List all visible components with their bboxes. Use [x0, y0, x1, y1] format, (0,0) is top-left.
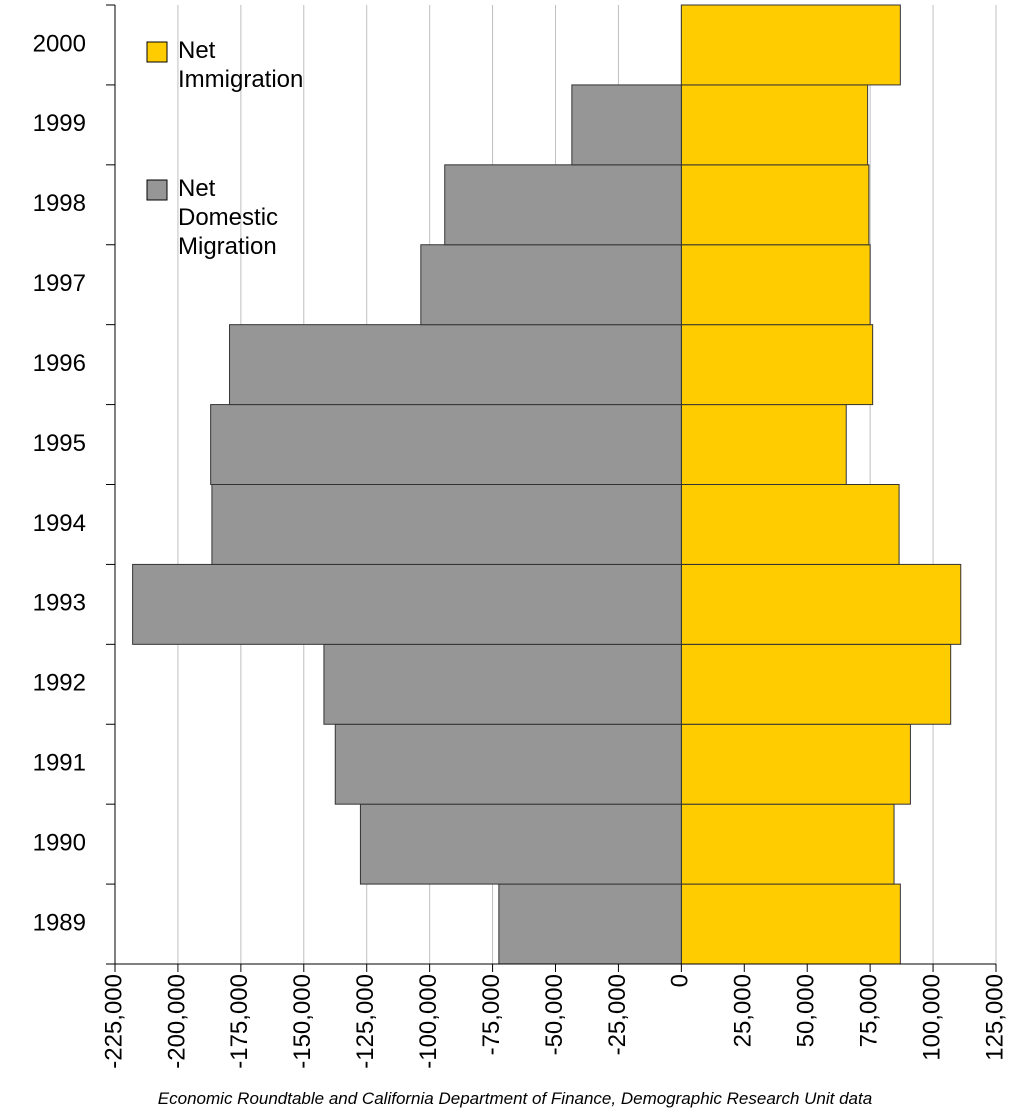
bar	[680, 883, 901, 965]
bar	[680, 84, 869, 166]
x-tick-label: 0	[667, 974, 694, 987]
x-tick-label: -125,000	[352, 974, 379, 1069]
y-tick-label: 1993	[33, 590, 86, 617]
bar	[680, 723, 911, 805]
source-note: Economic Roundtable and California Depar…	[158, 1089, 872, 1108]
x-tick-label: -175,000	[226, 974, 253, 1069]
y-tick-label: 2000	[33, 30, 86, 57]
bar	[680, 244, 871, 326]
y-tick-label: 1990	[33, 829, 86, 856]
bar	[211, 484, 682, 565]
legend-entry: Net Immigration	[178, 37, 304, 93]
bar	[680, 404, 847, 486]
y-tick-label: 1994	[33, 510, 86, 537]
x-tick-label: -75,000	[478, 974, 505, 1055]
x-tick-label: -100,000	[415, 974, 442, 1069]
bar	[680, 563, 962, 645]
x-tick-label: 25,000	[730, 974, 757, 1047]
bar	[359, 803, 682, 885]
bar	[571, 84, 682, 166]
y-tick-label: 1995	[33, 430, 86, 457]
legend-entry: Net Domestic Migration	[178, 175, 279, 260]
bar	[334, 723, 682, 805]
bar	[680, 803, 895, 885]
y-tick-label: 1999	[33, 110, 86, 137]
legend-label: Net Domestic Migration	[178, 175, 279, 260]
y-tick-label: 1998	[33, 190, 86, 217]
legend-swatch	[146, 41, 168, 63]
y-tick-label: 1997	[33, 270, 86, 297]
y-tick-label: 1991	[33, 750, 86, 777]
bar	[680, 164, 870, 246]
legend-swatch	[146, 179, 168, 201]
bar	[680, 484, 900, 565]
bar	[444, 164, 682, 246]
y-tick-label: 1992	[33, 670, 86, 697]
bar	[132, 563, 682, 645]
x-tick-label: -200,000	[163, 974, 190, 1069]
x-tick-label: -50,000	[541, 974, 568, 1055]
x-tick-label: -150,000	[289, 974, 316, 1069]
bar	[680, 4, 901, 86]
bar	[229, 324, 682, 406]
x-tick-label: 75,000	[855, 974, 882, 1047]
y-tick-label: 1989	[33, 909, 86, 936]
bar	[680, 643, 952, 725]
bar	[498, 883, 682, 965]
y-tick-label: 1996	[33, 350, 86, 377]
x-tick-label: -225,000	[100, 974, 127, 1069]
bar	[420, 244, 682, 326]
x-tick-label: 100,000	[918, 974, 945, 1061]
bar	[323, 643, 682, 725]
x-tick-label: 125,000	[981, 974, 1008, 1061]
x-tick-label: -25,000	[604, 974, 631, 1055]
legend-label: Net Immigration	[178, 37, 304, 93]
x-tick-label: 50,000	[793, 974, 820, 1047]
bar	[680, 324, 874, 406]
bar	[210, 404, 682, 486]
